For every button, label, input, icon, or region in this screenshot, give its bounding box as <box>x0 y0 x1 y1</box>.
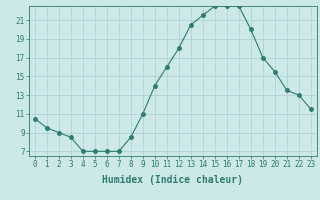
X-axis label: Humidex (Indice chaleur): Humidex (Indice chaleur) <box>102 175 243 185</box>
